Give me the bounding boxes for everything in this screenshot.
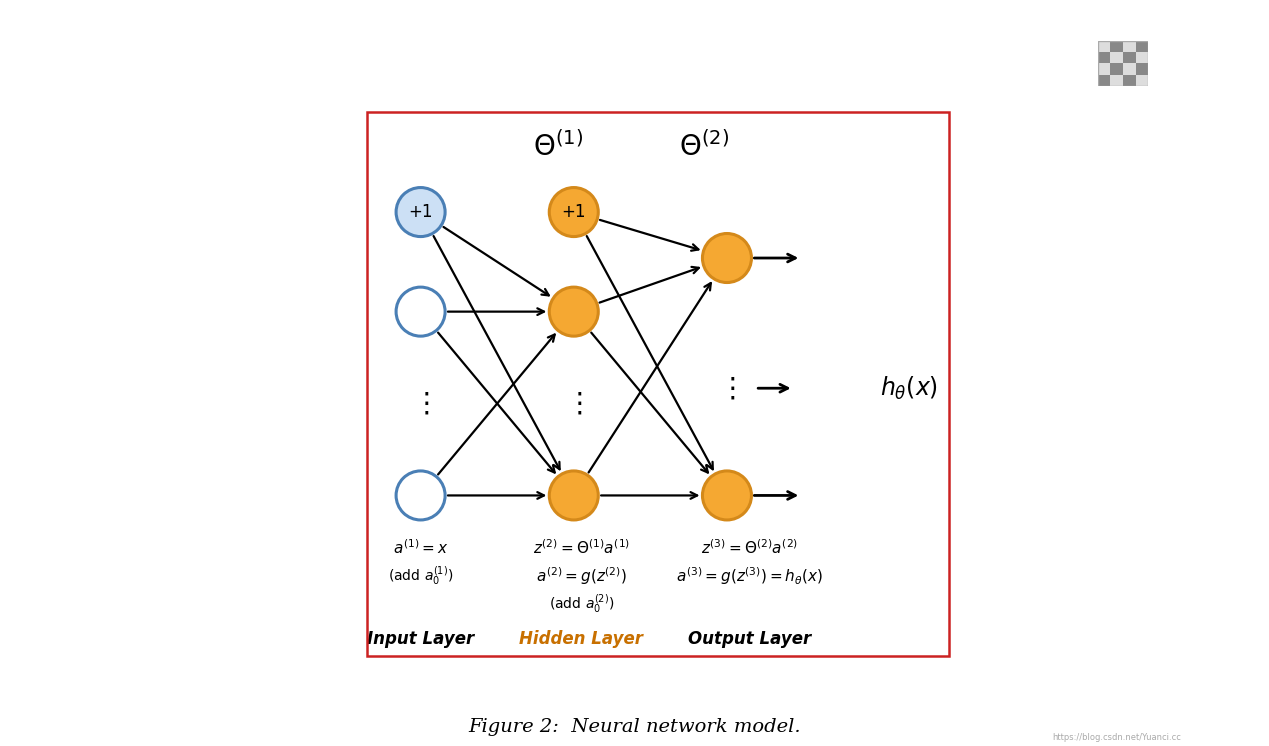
Text: $h_\theta(x)$: $h_\theta(x)$ (881, 374, 938, 402)
Bar (367, 113, 949, 656)
Bar (1136, 41, 1148, 52)
Circle shape (703, 471, 751, 520)
Bar (1098, 63, 1110, 75)
Text: +1: +1 (409, 203, 433, 221)
Text: +1: +1 (561, 203, 586, 221)
Text: $z^{(2)} = \Theta^{(1)}a^{(1)}$: $z^{(2)} = \Theta^{(1)}a^{(1)}$ (533, 538, 629, 557)
Bar (1110, 63, 1123, 75)
Text: https://blog.csdn.net/Yuanci.cc: https://blog.csdn.net/Yuanci.cc (1052, 733, 1181, 742)
Text: $\Theta^{(2)}$: $\Theta^{(2)}$ (679, 131, 728, 163)
Text: $\Theta^{(1)}$: $\Theta^{(1)}$ (533, 131, 584, 163)
Bar (1123, 52, 1136, 63)
Bar (1110, 75, 1123, 86)
Circle shape (549, 471, 598, 520)
Text: $a^{(1)} = x$: $a^{(1)} = x$ (393, 538, 448, 557)
Text: Hidden Layer: Hidden Layer (519, 630, 643, 648)
Bar (1123, 41, 1136, 52)
Bar (1136, 63, 1148, 75)
Text: Figure 2:  Neural network model.: Figure 2: Neural network model. (468, 718, 801, 736)
Bar (1098, 41, 1110, 52)
Text: $z^{(3)} = \Theta^{(2)}a^{(2)}$: $z^{(3)} = \Theta^{(2)}a^{(2)}$ (702, 538, 798, 557)
Text: $(\mathrm{add}\ a_0^{(1)})$: $(\mathrm{add}\ a_0^{(1)})$ (388, 565, 453, 587)
Text: $a^{(3)} = g(z^{(3)}) = h_\theta(x)$: $a^{(3)} = g(z^{(3)}) = h_\theta(x)$ (676, 565, 824, 586)
Text: $a^{(2)} = g(z^{(2)})$: $a^{(2)} = g(z^{(2)})$ (536, 565, 627, 586)
Text: Input Layer: Input Layer (367, 630, 475, 648)
Text: $(\mathrm{add}\ a_0^{(2)})$: $(\mathrm{add}\ a_0^{(2)})$ (548, 593, 614, 615)
Text: Output Layer: Output Layer (688, 630, 812, 648)
Bar (1110, 52, 1123, 63)
Text: $\vdots$: $\vdots$ (718, 374, 736, 402)
Circle shape (396, 287, 445, 336)
Bar (1110, 41, 1123, 52)
Circle shape (396, 471, 445, 520)
Bar (1136, 52, 1148, 63)
Text: $\vdots$: $\vdots$ (412, 389, 429, 418)
Bar (1123, 63, 1136, 75)
Bar (1123, 75, 1136, 86)
Circle shape (396, 187, 445, 236)
Circle shape (549, 287, 598, 336)
Circle shape (549, 187, 598, 236)
Bar (1098, 75, 1110, 86)
Text: $\vdots$: $\vdots$ (565, 389, 582, 418)
Bar (1098, 52, 1110, 63)
Circle shape (703, 233, 751, 283)
Bar (1136, 75, 1148, 86)
